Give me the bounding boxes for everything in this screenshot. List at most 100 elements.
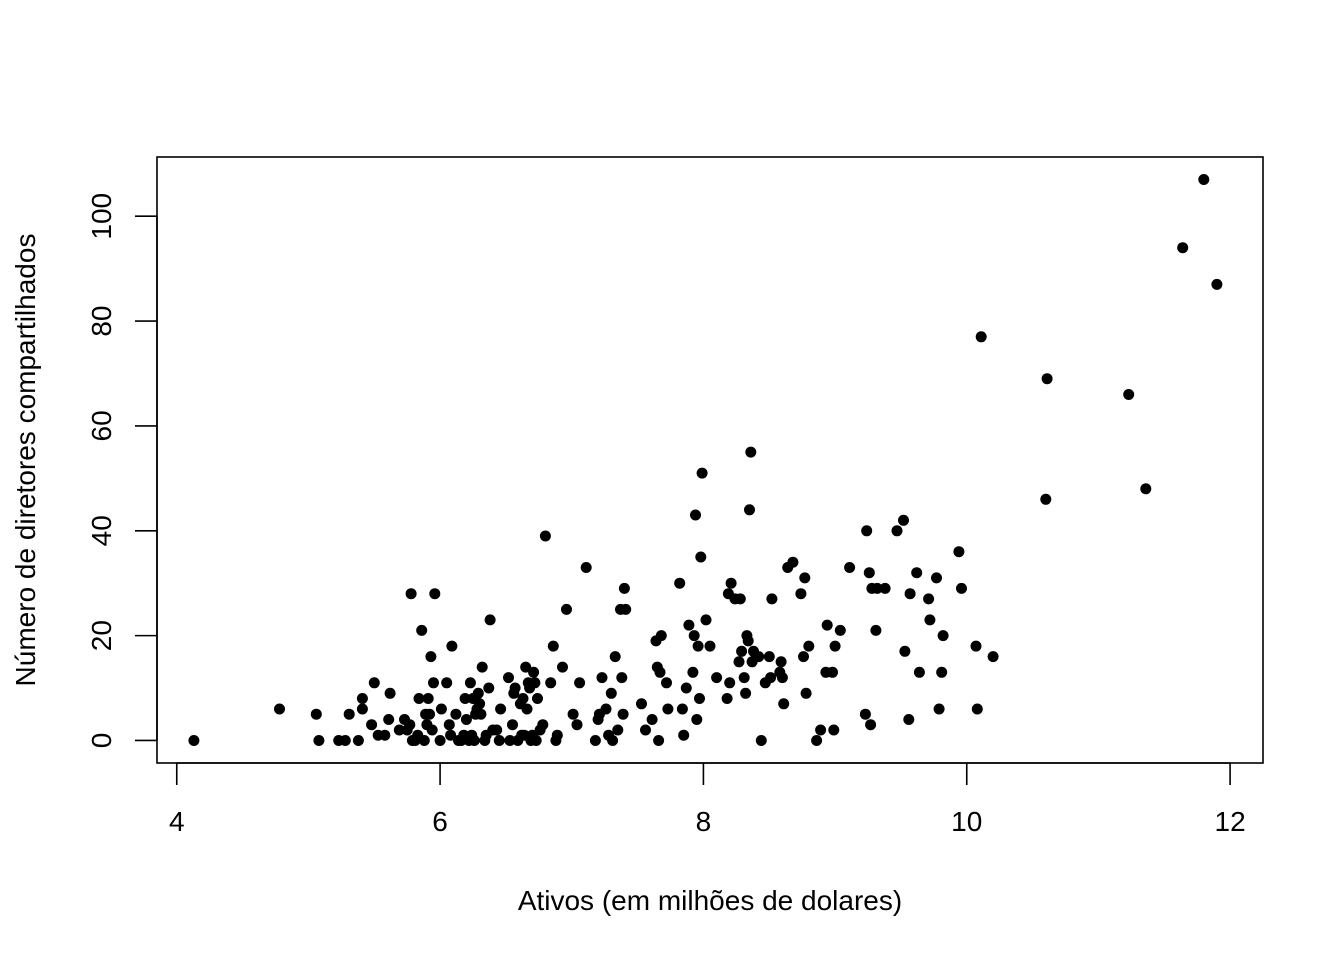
data-point — [310, 708, 322, 720]
data-point — [970, 640, 982, 652]
data-point — [861, 525, 873, 537]
data-point — [931, 572, 942, 584]
data-point — [472, 687, 484, 699]
data-point — [691, 714, 703, 725]
data-point — [428, 677, 439, 689]
data-point — [274, 703, 285, 715]
data-point — [798, 651, 809, 663]
data-point — [740, 687, 752, 699]
data-point — [1041, 373, 1053, 385]
data-point — [687, 666, 699, 678]
data-point — [696, 467, 708, 479]
data-point — [1140, 483, 1152, 495]
data-point — [903, 714, 915, 725]
data-point — [589, 735, 601, 746]
data-point — [356, 703, 368, 715]
data-point — [636, 698, 647, 710]
data-point — [971, 703, 983, 715]
data-point — [464, 677, 476, 689]
data-point — [733, 656, 745, 668]
data-point — [775, 656, 787, 668]
data-point — [571, 719, 583, 731]
data-point — [787, 556, 799, 568]
data-point — [188, 735, 200, 746]
x-tick-label: 10 — [951, 806, 982, 837]
y-tick-label: 80 — [86, 306, 117, 337]
data-point — [674, 577, 686, 589]
data-point — [607, 735, 619, 746]
data-point — [413, 693, 425, 704]
data-point — [799, 572, 811, 584]
data-point — [425, 651, 437, 663]
data-point — [899, 645, 911, 657]
x-axis: 4 6 8 10 12 — [169, 762, 1246, 837]
data-point — [418, 735, 430, 746]
data-point — [483, 682, 495, 694]
data-point — [339, 735, 351, 746]
data-point — [655, 630, 667, 642]
y-axis-label: Número de diretores compartilhados — [10, 234, 41, 687]
data-point — [426, 724, 438, 736]
data-point — [937, 630, 949, 642]
data-point — [600, 703, 612, 715]
data-point — [923, 593, 935, 605]
data-point — [646, 714, 658, 725]
data-point — [803, 640, 815, 652]
data-point — [459, 693, 471, 704]
data-point — [435, 703, 447, 715]
x-tick-label: 12 — [1215, 806, 1246, 837]
data-point — [678, 729, 690, 741]
data-point — [529, 677, 541, 689]
x-tick-label: 4 — [169, 806, 185, 837]
data-point — [1040, 493, 1052, 505]
data-point — [537, 719, 549, 731]
data-point — [612, 724, 624, 736]
data-point — [475, 708, 487, 720]
data-point — [495, 703, 507, 715]
data-point — [384, 687, 396, 699]
data-point — [753, 651, 765, 663]
data-point — [661, 677, 672, 689]
data-point — [795, 588, 807, 600]
data-point — [620, 603, 632, 615]
data-point — [445, 729, 457, 741]
data-point — [393, 724, 405, 736]
data-point — [725, 577, 737, 589]
data-point — [567, 708, 579, 720]
data-point — [924, 614, 936, 626]
data-point — [517, 693, 529, 704]
data-point — [1177, 242, 1189, 254]
data-point — [476, 661, 488, 673]
data-point — [695, 551, 707, 563]
data-point — [356, 693, 368, 704]
data-point — [870, 624, 882, 636]
data-point — [547, 640, 559, 652]
y-tick-label: 100 — [86, 193, 117, 240]
data-point — [933, 703, 945, 715]
data-point — [811, 735, 823, 746]
data-point — [605, 687, 617, 699]
data-point — [815, 724, 827, 736]
data-point — [434, 735, 446, 746]
x-axis-label: Ativos (em milhões de dolares) — [518, 885, 902, 916]
data-point — [891, 525, 903, 537]
data-point — [800, 687, 812, 699]
data-point — [738, 672, 750, 684]
x-tick-label: 8 — [696, 806, 712, 837]
data-point — [383, 714, 395, 725]
data-point — [765, 672, 777, 684]
data-point — [484, 614, 496, 626]
x-tick-label: 6 — [432, 806, 448, 837]
data-point — [911, 567, 923, 579]
data-point — [618, 582, 630, 594]
data-point — [507, 719, 518, 731]
data-point — [551, 729, 563, 741]
data-point — [763, 651, 775, 663]
data-point — [844, 562, 856, 573]
data-point — [450, 708, 462, 720]
data-point — [690, 509, 701, 521]
data-point — [1198, 174, 1210, 185]
data-point — [493, 735, 505, 746]
data-point — [778, 698, 790, 710]
data-point — [953, 546, 965, 558]
